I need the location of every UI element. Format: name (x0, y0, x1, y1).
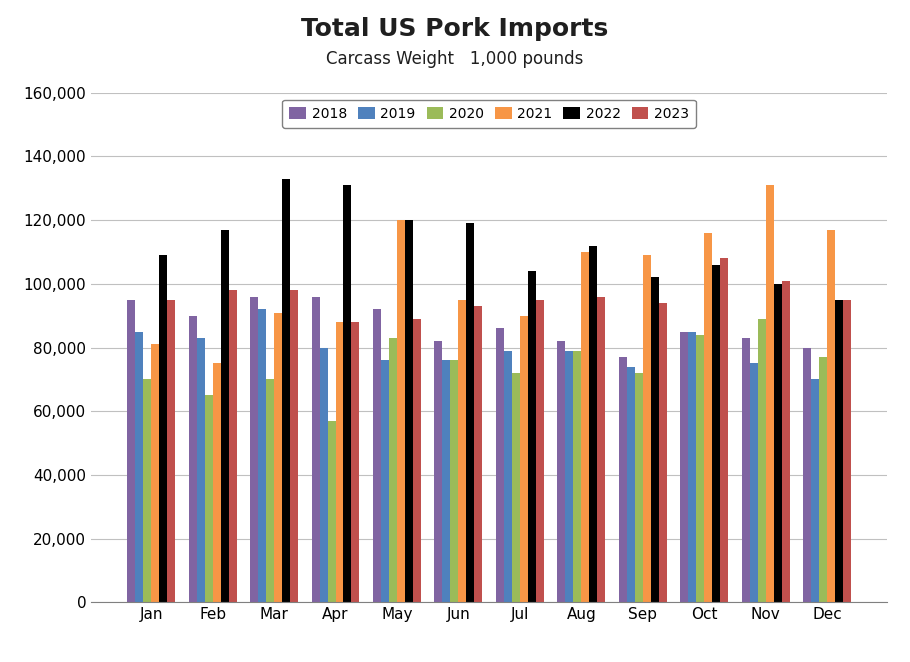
Bar (811, 379, 819, 602)
Bar (213, 363, 220, 602)
Bar (782, 281, 790, 602)
Bar (504, 351, 511, 602)
Bar (750, 363, 758, 602)
Bar (619, 357, 627, 602)
Bar (373, 309, 381, 602)
Bar (496, 328, 504, 602)
Bar (843, 300, 851, 602)
Bar (266, 379, 274, 602)
Bar (397, 220, 405, 602)
Bar (197, 338, 205, 602)
Text: Carcass Weight   1,000 pounds: Carcass Weight 1,000 pounds (327, 50, 583, 68)
Bar (336, 322, 343, 602)
Bar (642, 255, 651, 602)
Bar (413, 319, 421, 602)
Bar (597, 297, 605, 602)
Bar (319, 348, 328, 602)
Bar (274, 312, 282, 602)
Bar (511, 373, 520, 602)
Bar (704, 233, 713, 602)
Bar (536, 300, 544, 602)
Bar (434, 341, 442, 602)
Bar (565, 351, 573, 602)
Bar (627, 367, 635, 602)
Bar (459, 300, 467, 602)
Bar (659, 303, 667, 602)
Bar (381, 360, 389, 602)
Bar (713, 265, 720, 602)
Bar (159, 255, 167, 602)
Bar (573, 351, 581, 602)
Bar (635, 373, 642, 602)
Bar (136, 332, 143, 602)
Bar (528, 271, 536, 602)
Bar (405, 220, 413, 602)
Bar (819, 357, 827, 602)
Bar (804, 348, 811, 602)
Bar (127, 300, 136, 602)
Bar (720, 258, 728, 602)
Bar (827, 230, 835, 602)
Legend: 2018, 2019, 2020, 2021, 2022, 2023: 2018, 2019, 2020, 2021, 2022, 2023 (282, 99, 696, 128)
Bar (311, 297, 319, 602)
Bar (467, 223, 474, 602)
Bar (205, 395, 213, 602)
Bar (220, 230, 228, 602)
Bar (343, 185, 351, 602)
Bar (290, 290, 298, 602)
Bar (474, 306, 482, 602)
Bar (328, 421, 336, 602)
Bar (765, 185, 774, 602)
Bar (774, 284, 782, 602)
Bar (282, 179, 290, 602)
Bar (520, 316, 528, 602)
Bar (742, 338, 750, 602)
Bar (167, 300, 175, 602)
Bar (151, 344, 159, 602)
Bar (590, 246, 597, 602)
Bar (389, 338, 397, 602)
Bar (442, 360, 450, 602)
Bar (681, 332, 688, 602)
Bar (258, 309, 266, 602)
Text: Total US Pork Imports: Total US Pork Imports (301, 17, 609, 40)
Bar (450, 360, 459, 602)
Bar (228, 290, 237, 602)
Bar (688, 332, 696, 602)
Bar (557, 341, 565, 602)
Bar (188, 316, 197, 602)
Bar (696, 335, 704, 602)
Bar (250, 297, 258, 602)
Bar (758, 319, 765, 602)
Bar (143, 379, 151, 602)
Bar (351, 322, 359, 602)
Bar (651, 277, 659, 602)
Bar (835, 300, 843, 602)
Bar (581, 252, 590, 602)
